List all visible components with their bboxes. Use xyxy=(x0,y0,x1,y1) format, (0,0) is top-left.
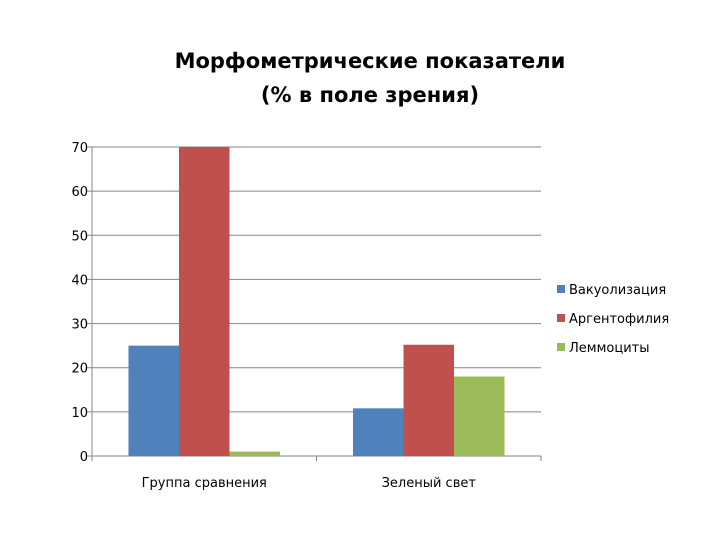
bar-2-cat-2 xyxy=(403,344,455,456)
y-tick-label: 50 xyxy=(71,229,88,244)
bar-3-cat-1 xyxy=(229,451,281,456)
y-tick-label: 30 xyxy=(71,318,88,333)
chart-title-line-1: Морфометрические показатели xyxy=(174,49,566,73)
y-tick-label: 60 xyxy=(71,185,88,200)
legend-label: Вакуолизация xyxy=(569,283,666,298)
bar-1-cat-1 xyxy=(128,345,179,456)
y-axis-ticks: 0 10 20 30 40 50 60 70 xyxy=(71,141,92,465)
y-tick-label: 20 xyxy=(71,362,88,377)
x-category-label: Группа сравнения xyxy=(142,476,267,491)
y-tick-label: 10 xyxy=(71,406,88,421)
x-axis-labels: Группа сравнения Зеленый свет xyxy=(142,476,477,491)
legend-swatch xyxy=(557,343,565,351)
legend-label: Леммоциты xyxy=(569,341,649,356)
bars xyxy=(128,147,505,456)
y-tick-label: 40 xyxy=(71,273,88,288)
bar-2-cat-1 xyxy=(178,147,230,456)
y-tick-label: 0 xyxy=(80,450,88,465)
legend-swatch xyxy=(557,314,565,322)
y-tick-label: 70 xyxy=(71,141,88,156)
x-category-label: Зеленый свет xyxy=(382,476,477,491)
legend-swatch xyxy=(557,285,565,293)
bar-1-cat-2 xyxy=(352,408,404,456)
legend-label: Аргентофилия xyxy=(569,312,669,327)
chart-title-line-2: (% в поле зрения) xyxy=(260,83,480,107)
chart-title: Морфометрические показатели (% в поле зр… xyxy=(120,44,620,112)
legend: Вакуолизация Аргентофилия Леммоциты xyxy=(557,283,669,356)
bar-3-cat-2 xyxy=(454,376,505,456)
